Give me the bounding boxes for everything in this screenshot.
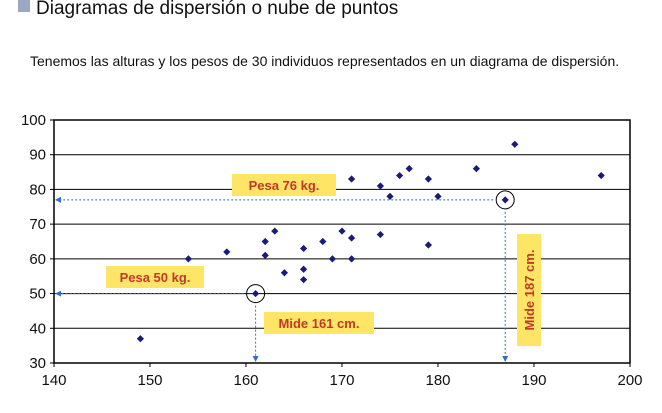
scatter-point: [348, 255, 356, 263]
weight-label-2-box: [232, 174, 336, 196]
scatter-point: [300, 276, 308, 284]
height-label-2-box: [517, 234, 541, 346]
highlight-circle: [495, 190, 515, 210]
x-tick-label: 140: [41, 372, 66, 389]
scatter-point: [434, 192, 442, 200]
y-tick-label: 70: [29, 216, 46, 233]
x-tick-label: 180: [425, 372, 450, 389]
scatter-point: [261, 251, 269, 259]
scatter-point: [386, 192, 394, 200]
scatter-point: [328, 255, 336, 263]
scatter-point: [338, 227, 346, 235]
y-tick-label: 100: [21, 112, 46, 129]
scatter-point: [376, 230, 384, 239]
y-tick-label: 90: [29, 147, 46, 164]
weight-label-1-box: [106, 266, 204, 288]
scatter-point: [472, 165, 480, 173]
scatter-point: [280, 269, 288, 277]
y-tick-label: 30: [29, 355, 46, 372]
height-label-1-box: [264, 312, 374, 334]
scatter-point: [261, 237, 269, 246]
weight-label-1: Pesa 50 kg.: [120, 270, 191, 285]
scatter-point: [136, 335, 144, 343]
scatter-point: [376, 182, 384, 190]
tick-labels: 30 40 50 60 70 80 90 100 140 150 160 170 180 190 200: [21, 112, 643, 389]
y-tick-label: 50: [29, 286, 46, 303]
grid-lines: [54, 154, 630, 329]
y-tick-label: 60: [29, 251, 46, 268]
guide-lines: [55, 196, 509, 362]
scatter-point: [223, 248, 231, 256]
y-tick-label: 40: [29, 320, 46, 337]
scatter-point: [424, 175, 432, 183]
scatter-point: [184, 255, 192, 263]
axes: [50, 119, 631, 367]
weight-label-2: Pesa 76 kg.: [249, 178, 320, 193]
scatter-point: [424, 241, 432, 249]
title-bullet: [18, 0, 30, 12]
scatter-point: [511, 140, 519, 148]
annotations: Pesa 50 kg. Mide 161 cm. Pesa 76 kg. Mide 1…: [106, 174, 541, 346]
page-title: Diagramas de dispersión o nube de puntos: [36, 0, 399, 19]
scatter-point: [348, 175, 356, 183]
highlight-circle: [246, 284, 266, 304]
x-tick-label: 200: [617, 372, 642, 389]
y-tick-label: 80: [29, 181, 46, 198]
scatter-point: [597, 171, 605, 180]
data-points: [136, 140, 605, 343]
height-label-1: Mide 161 cm.: [279, 316, 360, 331]
scatter-point: [271, 227, 279, 235]
scatter-point: [319, 237, 327, 246]
scatter-point: [300, 265, 308, 273]
description-text: Tenemos las alturas y los pesos de 30 in…: [30, 53, 620, 69]
x-tick-label: 190: [521, 372, 546, 389]
x-tick-label: 150: [137, 372, 162, 389]
scatter-point: [396, 171, 404, 180]
scatter-point: [405, 165, 413, 173]
scatter-point: [252, 289, 260, 298]
scatter-point: [300, 244, 308, 253]
scatter-point: [348, 234, 356, 242]
x-tick-label: 160: [233, 372, 258, 389]
scatter-point: [501, 196, 509, 204]
height-label-2: Mide 187 cm.: [522, 250, 537, 331]
x-tick-label: 170: [329, 372, 354, 389]
